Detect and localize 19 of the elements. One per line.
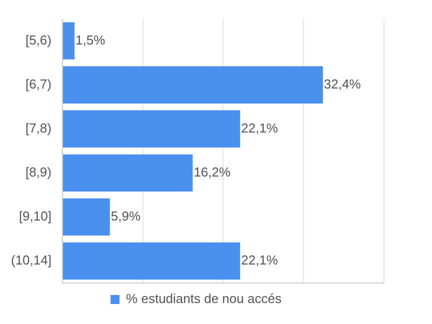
bar: [62, 154, 193, 192]
y-tick-label: [6,7): [25, 76, 52, 92]
y-tick-label: (10,14]: [10, 252, 52, 268]
y-tick-label: [7,8): [25, 120, 52, 136]
bar: [62, 242, 240, 280]
data-label: 22,1%: [241, 120, 278, 136]
data-label: 32,4%: [324, 76, 362, 92]
bar: [62, 198, 110, 236]
data-label: 1,5%: [76, 32, 106, 48]
y-tick-label: [5,6): [25, 32, 52, 48]
legend-label: % estudiants de nou accés: [126, 291, 282, 306]
y-tick-label: [8,9): [25, 164, 52, 180]
bar: [62, 66, 323, 104]
y-tick-label: [9,10]: [18, 208, 52, 224]
data-label: 5,9%: [110, 208, 141, 224]
bar: [62, 110, 240, 148]
data-label: 16,2%: [194, 164, 231, 180]
data-label: 22,1%: [241, 252, 278, 268]
bar: [62, 22, 75, 60]
